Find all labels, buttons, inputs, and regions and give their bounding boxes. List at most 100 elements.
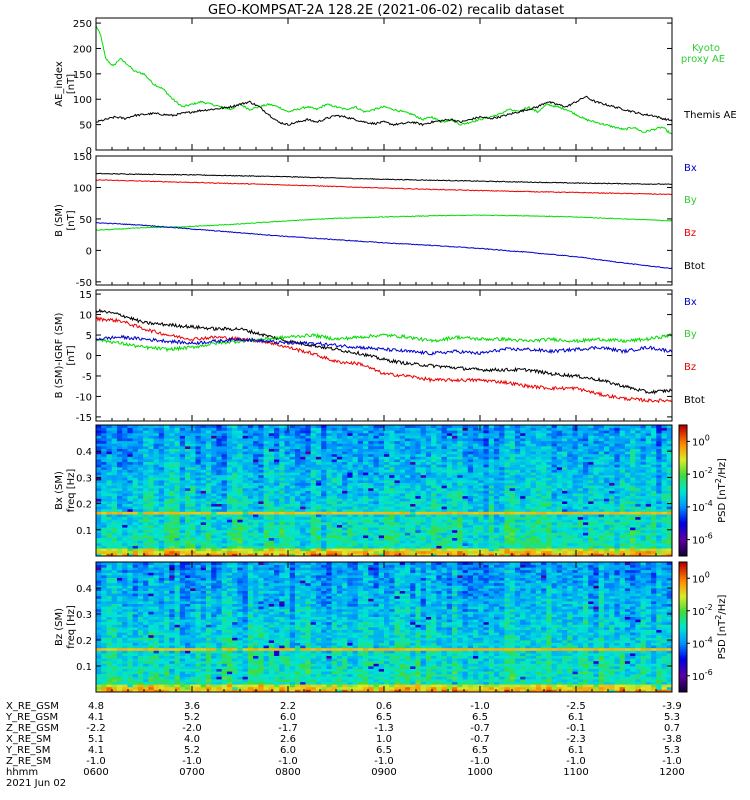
spectrogram-cell xyxy=(384,542,390,546)
spectrogram-cell xyxy=(111,472,118,476)
spectrogram-cell xyxy=(242,493,249,497)
spectrogram-cell xyxy=(237,425,244,429)
spectrogram-cell xyxy=(242,548,249,552)
spectrogram-cell xyxy=(520,506,526,510)
spectrogram-cell xyxy=(258,506,264,510)
spectrogram-cell xyxy=(200,480,207,484)
spectrogram-cell xyxy=(582,477,589,481)
spectrogram-cell xyxy=(258,487,264,491)
spectrogram-cell xyxy=(394,542,401,546)
spectrogram-cell xyxy=(504,448,511,452)
spectrogram-cell xyxy=(158,529,165,533)
spectrogram-cell xyxy=(499,482,505,486)
spectrogram-cell xyxy=(205,553,212,557)
spectrogram-cell xyxy=(216,535,223,539)
spectrogram-cell xyxy=(326,485,333,489)
spectrogram-cell xyxy=(200,461,207,465)
spectrogram-cell xyxy=(310,464,317,468)
spectrogram-cell xyxy=(195,537,202,541)
spectrogram-cell xyxy=(352,495,359,499)
spectrogram-cell xyxy=(101,506,107,510)
spectrogram-cell xyxy=(169,459,175,463)
spectrogram-cell xyxy=(190,542,196,546)
spectrogram-cell xyxy=(336,482,343,486)
spectrogram-cell xyxy=(300,453,306,457)
spectrogram-cell xyxy=(384,508,390,512)
spectrogram-cell xyxy=(399,542,406,546)
spectrogram-cell xyxy=(373,440,380,444)
spectrogram-cell xyxy=(274,524,280,528)
spectrogram-cell xyxy=(420,521,427,525)
spectrogram-cell xyxy=(216,469,223,473)
spectrogram-cell xyxy=(488,511,495,515)
spectrogram-cell xyxy=(483,511,490,515)
spectrogram-cell xyxy=(577,521,584,525)
spectrogram-cell xyxy=(462,519,469,523)
spectrogram-cell xyxy=(232,451,238,455)
spectrogram-cell xyxy=(289,503,296,507)
spectrogram-cell xyxy=(305,545,312,549)
spectrogram-cell xyxy=(263,427,270,431)
spectrogram-cell xyxy=(284,503,291,507)
spectrogram-cell xyxy=(310,550,317,554)
spectrogram-cell xyxy=(106,542,113,546)
spectrogram-cell xyxy=(122,490,128,494)
spectrogram-cell xyxy=(315,453,322,457)
spectrogram-cell xyxy=(101,550,107,554)
spectrogram-cell xyxy=(315,542,322,546)
spectrogram-cell xyxy=(289,469,296,473)
spectrogram-cell xyxy=(436,506,442,510)
spectrogram-cell xyxy=(567,464,573,468)
spectrogram-cell xyxy=(263,500,270,504)
spectrogram-cell xyxy=(237,443,244,447)
spectrogram-cell xyxy=(562,490,568,494)
spectrogram-cell xyxy=(582,527,589,531)
spectrogram-cell xyxy=(321,500,327,504)
spectrogram-cell xyxy=(431,516,437,520)
spectrogram-cell xyxy=(499,511,505,515)
spectrogram-cell xyxy=(174,514,181,518)
spectrogram-cell xyxy=(394,469,401,473)
spectrogram-cell xyxy=(567,427,573,431)
spectrogram-cell xyxy=(127,529,134,533)
spectrogram-cell xyxy=(504,451,511,455)
spectrogram-cell xyxy=(300,553,306,557)
spectrogram-cell xyxy=(268,532,275,536)
spectrogram-cell xyxy=(174,498,181,502)
spectrogram-cell xyxy=(394,487,401,491)
spectrogram-cell xyxy=(530,443,537,447)
spectrogram-cell xyxy=(546,537,552,541)
spectrogram-cell xyxy=(415,469,422,473)
spectrogram-cell xyxy=(331,456,338,460)
spectrogram-cell xyxy=(530,540,537,544)
spectrogram-cell xyxy=(253,527,259,531)
spectrogram-cell xyxy=(462,553,469,557)
spectrogram-cell xyxy=(520,487,526,491)
spectrogram-cell xyxy=(556,464,563,468)
spectrogram-cell xyxy=(247,532,254,536)
y-tick-label: 0 xyxy=(86,352,92,363)
spectrogram-cell xyxy=(289,506,296,510)
spectrogram-cell xyxy=(242,461,249,465)
spectrogram-cell xyxy=(143,535,149,539)
spectrogram-cell xyxy=(541,451,547,455)
spectrogram-cell xyxy=(190,548,196,552)
spectrogram-cell xyxy=(363,482,369,486)
spectrogram-cell xyxy=(101,448,107,452)
spectrogram-cell xyxy=(582,503,589,507)
spectrogram-cell xyxy=(425,521,432,525)
spectrogram-cell xyxy=(488,500,495,504)
spectrogram-cell xyxy=(263,490,270,494)
spectrogram-cell xyxy=(315,498,322,502)
spectrogram-cell xyxy=(431,472,437,476)
spectrogram-cell xyxy=(384,474,390,478)
spectrogram-cell xyxy=(572,498,579,502)
spectrogram-cell xyxy=(525,425,532,429)
spectrogram-cell xyxy=(483,469,490,473)
spectrogram-cell xyxy=(373,503,380,507)
legend-kyoto: Kyoto xyxy=(692,43,720,54)
spectrogram-cell xyxy=(158,435,165,439)
spectrogram-cell xyxy=(101,464,107,468)
spectrogram-cell xyxy=(164,529,170,533)
spectrogram-cell xyxy=(588,508,594,512)
